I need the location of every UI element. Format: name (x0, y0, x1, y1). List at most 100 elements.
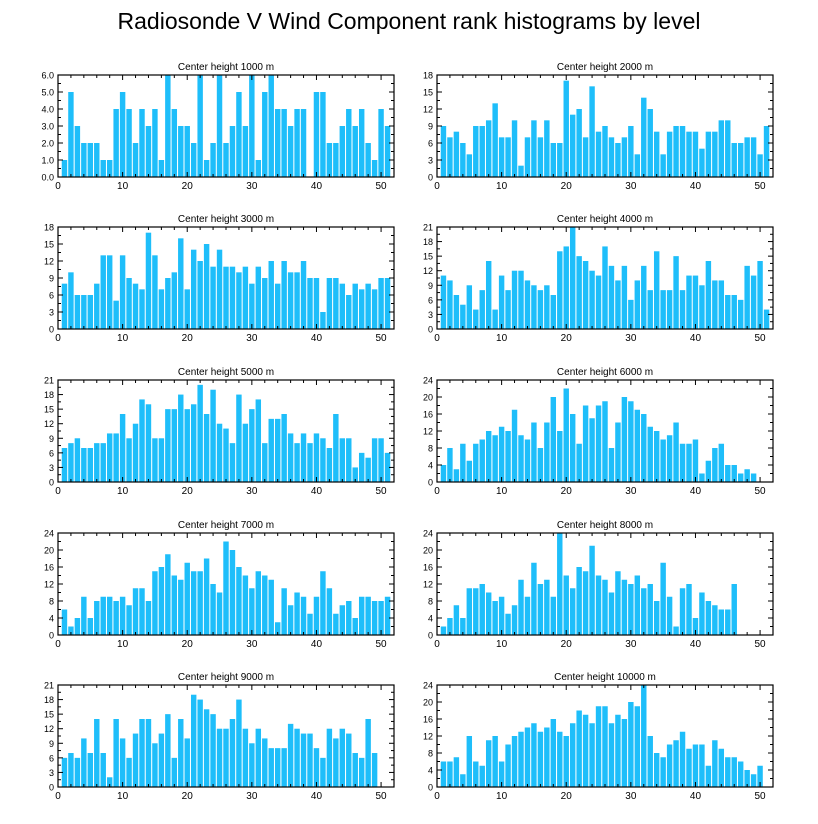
histogram-bar (307, 613, 313, 635)
histogram-bar (229, 550, 236, 635)
histogram-bar (249, 75, 255, 177)
histogram-bar (479, 439, 485, 482)
histogram-bar (725, 609, 731, 635)
histogram-bar (492, 601, 498, 635)
y-tick-label: 3 (428, 156, 433, 166)
histogram-bar (145, 232, 152, 329)
histogram-bar (81, 448, 87, 482)
histogram-bar (641, 685, 647, 787)
panel-title: Center height 5000 m (178, 367, 274, 378)
histogram-bar (68, 92, 74, 177)
histogram-bar (705, 765, 712, 787)
y-tick-label: 12 (423, 266, 433, 276)
x-tick-label: 0 (434, 486, 440, 497)
histogram-bar (152, 255, 158, 329)
histogram-bar (358, 452, 365, 482)
histogram-bar (731, 584, 737, 635)
histogram-bar (145, 601, 152, 635)
histogram-bar (384, 596, 391, 635)
histogram-bar (139, 289, 145, 329)
y-tick-label: 18 (44, 223, 54, 233)
histogram-bar (692, 618, 699, 635)
histogram-bar (281, 748, 287, 787)
histogram-bar (106, 160, 113, 177)
histogram-bar (492, 103, 498, 177)
histogram-bar (378, 438, 384, 482)
histogram-bar (242, 126, 249, 177)
y-tick-label: 6 (49, 753, 54, 763)
histogram-bar (718, 609, 725, 635)
histogram-bar (171, 757, 178, 787)
histogram-bar (518, 270, 524, 329)
histogram-bar (126, 757, 132, 787)
y-tick-label: 12 (423, 427, 433, 437)
y-tick-label: 16 (423, 715, 433, 725)
histogram-bar (358, 596, 365, 635)
histogram-bar (641, 414, 647, 482)
histogram-bar (216, 75, 223, 177)
histogram-bar (216, 592, 223, 635)
histogram-bar (365, 143, 371, 177)
histogram-bar (274, 109, 281, 177)
y-tick-label: 15 (423, 252, 433, 262)
x-tick-label: 50 (376, 791, 388, 802)
histogram-bar (666, 131, 673, 177)
histogram-bar (236, 567, 242, 635)
histogram-bar (615, 143, 621, 177)
histogram-bar (750, 774, 757, 787)
histogram-bar (641, 97, 647, 177)
histogram-bar (712, 448, 718, 482)
histogram-bar (744, 770, 750, 787)
histogram-bar (346, 438, 352, 482)
histogram-bar (236, 272, 242, 329)
histogram-bar (602, 126, 608, 177)
panel-title: Center height 7000 m (178, 520, 274, 531)
histogram-bar (61, 283, 68, 329)
histogram-bar (203, 160, 210, 177)
histogram-bar (210, 143, 216, 177)
histogram-bar (479, 765, 485, 787)
histogram-bar (106, 255, 113, 329)
histogram-bar (358, 289, 365, 329)
histogram-bar (384, 126, 391, 177)
x-tick-label: 40 (690, 333, 702, 344)
histogram-bar (621, 397, 628, 482)
histogram-bar (74, 618, 81, 635)
histogram-bar (576, 567, 582, 635)
histogram-bar (333, 143, 339, 177)
y-tick-label: 20 (423, 546, 433, 556)
x-tick-label: 20 (561, 639, 573, 650)
histogram-bar (537, 290, 544, 329)
histogram-bar (634, 409, 641, 482)
histogram-bar (511, 736, 518, 787)
histogram-bar (106, 433, 113, 482)
histogram-bar (300, 109, 307, 177)
histogram-bar (158, 289, 165, 329)
histogram-bar (673, 422, 679, 482)
histogram-bar (563, 80, 569, 177)
histogram-bar (705, 261, 712, 329)
histogram-panel: Center height 7000 m 0 10 20 30 40 50 0 4 8 12 16 20… (44, 520, 395, 650)
panel-title: Center height 9000 m (178, 672, 274, 683)
histogram-bar (550, 719, 557, 787)
x-tick-label: 10 (496, 181, 508, 192)
histogram-bar (236, 699, 242, 787)
histogram-bar (81, 143, 87, 177)
histogram-bar (300, 733, 307, 787)
histogram-bar (210, 389, 216, 482)
x-tick-label: 40 (690, 486, 702, 497)
histogram-bar (692, 744, 699, 787)
histogram-bar (647, 426, 653, 482)
histogram-bar (229, 126, 236, 177)
histogram-bar (492, 309, 498, 329)
histogram-bar (139, 399, 145, 482)
histogram-bar (673, 126, 679, 177)
histogram-bar (113, 433, 119, 482)
histogram-bar (178, 394, 184, 482)
histogram-bar (61, 448, 68, 482)
histogram-bar (440, 126, 447, 177)
histogram-bar (576, 109, 582, 177)
histogram-bar (531, 120, 537, 177)
x-tick-label: 0 (434, 639, 440, 650)
histogram-bar (447, 280, 453, 329)
